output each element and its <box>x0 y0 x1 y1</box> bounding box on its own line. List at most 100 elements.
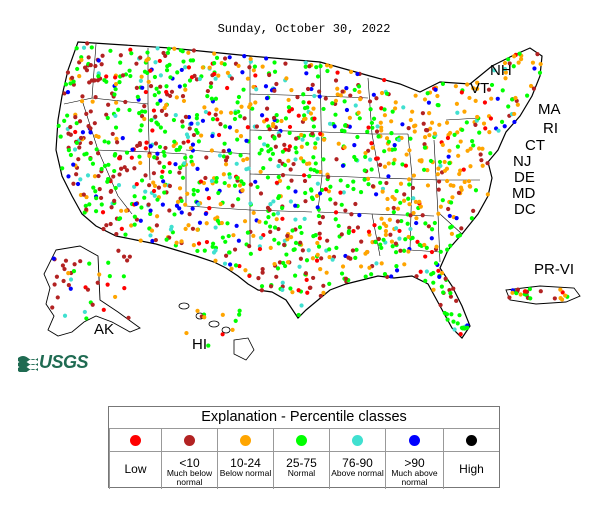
gage-point <box>480 163 485 168</box>
gage-point <box>139 74 144 79</box>
gage-point <box>55 295 60 300</box>
gage-point <box>306 100 312 105</box>
gage-point <box>265 175 271 180</box>
gage-point <box>344 86 349 91</box>
gage-point <box>389 239 395 244</box>
gage-point <box>142 109 148 114</box>
gage-point <box>412 129 417 134</box>
gage-point <box>173 113 178 118</box>
map-date-title: Sunday, October 30, 2022 <box>217 22 391 36</box>
gage-point <box>413 199 418 204</box>
gage-point <box>300 248 305 253</box>
gage-point <box>229 266 234 271</box>
gage-point <box>333 217 338 222</box>
gage-point <box>277 158 282 164</box>
gage-point <box>343 276 349 281</box>
gage-point <box>195 248 200 254</box>
gage-point <box>116 107 121 112</box>
gage-point <box>263 84 269 89</box>
gage-point <box>104 79 109 84</box>
gage-point <box>451 319 456 324</box>
gage-point <box>439 284 444 289</box>
gage-point <box>183 65 188 70</box>
gage-point <box>314 65 319 70</box>
gage-point <box>264 56 269 61</box>
gage-point <box>383 232 388 238</box>
gage-point <box>245 156 250 161</box>
gage-point <box>436 187 441 192</box>
gage-point <box>204 187 210 192</box>
gage-point <box>96 173 101 179</box>
gage-point <box>515 102 520 107</box>
gage-point <box>507 295 512 300</box>
gage-point <box>275 211 281 216</box>
gage-point <box>265 205 271 210</box>
gage-point <box>177 84 182 89</box>
gage-point <box>209 178 215 184</box>
gage-point <box>68 81 73 86</box>
gage-point <box>116 248 121 253</box>
gage-point <box>213 112 218 117</box>
gage-point <box>158 98 163 103</box>
gage-point <box>190 58 196 63</box>
gage-point <box>134 61 139 66</box>
gage-point <box>238 133 244 139</box>
gage-point <box>301 92 306 97</box>
gage-point <box>480 146 485 151</box>
gage-point <box>222 261 228 266</box>
gage-point <box>143 89 148 95</box>
gage-point <box>274 113 279 118</box>
gage-point <box>202 248 207 253</box>
gage-point <box>267 127 272 132</box>
gage-point <box>71 79 76 84</box>
gage-point <box>423 278 428 283</box>
gage-point <box>307 64 312 69</box>
gage-point <box>347 115 352 120</box>
gage-point <box>117 80 122 85</box>
gage-point <box>317 94 322 99</box>
gage-point <box>401 248 407 253</box>
gage-point <box>345 183 350 189</box>
gage-point <box>290 290 295 295</box>
legend-range-below: 10-24 <box>230 456 261 470</box>
gage-point <box>500 88 505 93</box>
gage-point <box>106 102 111 107</box>
gage-point <box>406 125 411 131</box>
gage-point <box>232 183 238 188</box>
gage-point <box>213 96 219 101</box>
gage-point <box>185 191 190 196</box>
gage-point <box>164 103 169 108</box>
gage-point <box>180 94 186 99</box>
gage-point <box>88 130 93 135</box>
gage-point <box>77 119 83 124</box>
gage-point <box>101 307 106 312</box>
gage-point <box>381 237 386 242</box>
gage-point <box>448 294 454 299</box>
gage-point <box>156 90 161 95</box>
gage-point <box>287 109 292 114</box>
gage-point <box>183 87 188 92</box>
gage-point <box>214 179 219 184</box>
gage-point <box>187 212 192 217</box>
gage-point <box>373 156 379 161</box>
gage-point <box>289 178 294 183</box>
gage-point <box>455 321 460 326</box>
gage-point <box>389 274 394 279</box>
gage-point <box>248 182 253 187</box>
gage-point <box>473 188 479 193</box>
gage-point <box>379 216 384 221</box>
gage-point <box>147 153 152 159</box>
gage-point <box>213 248 218 253</box>
gage-point <box>188 145 194 151</box>
state-label-ma: MA <box>538 101 561 118</box>
gage-point <box>71 82 76 87</box>
gage-point <box>148 233 153 238</box>
gage-point <box>367 99 373 104</box>
gage-point <box>154 120 159 125</box>
gage-point <box>215 117 220 122</box>
gage-point <box>93 95 98 100</box>
gage-point <box>477 130 482 135</box>
gage-point <box>444 312 450 317</box>
gage-point <box>216 190 221 196</box>
gage-point <box>194 116 199 121</box>
